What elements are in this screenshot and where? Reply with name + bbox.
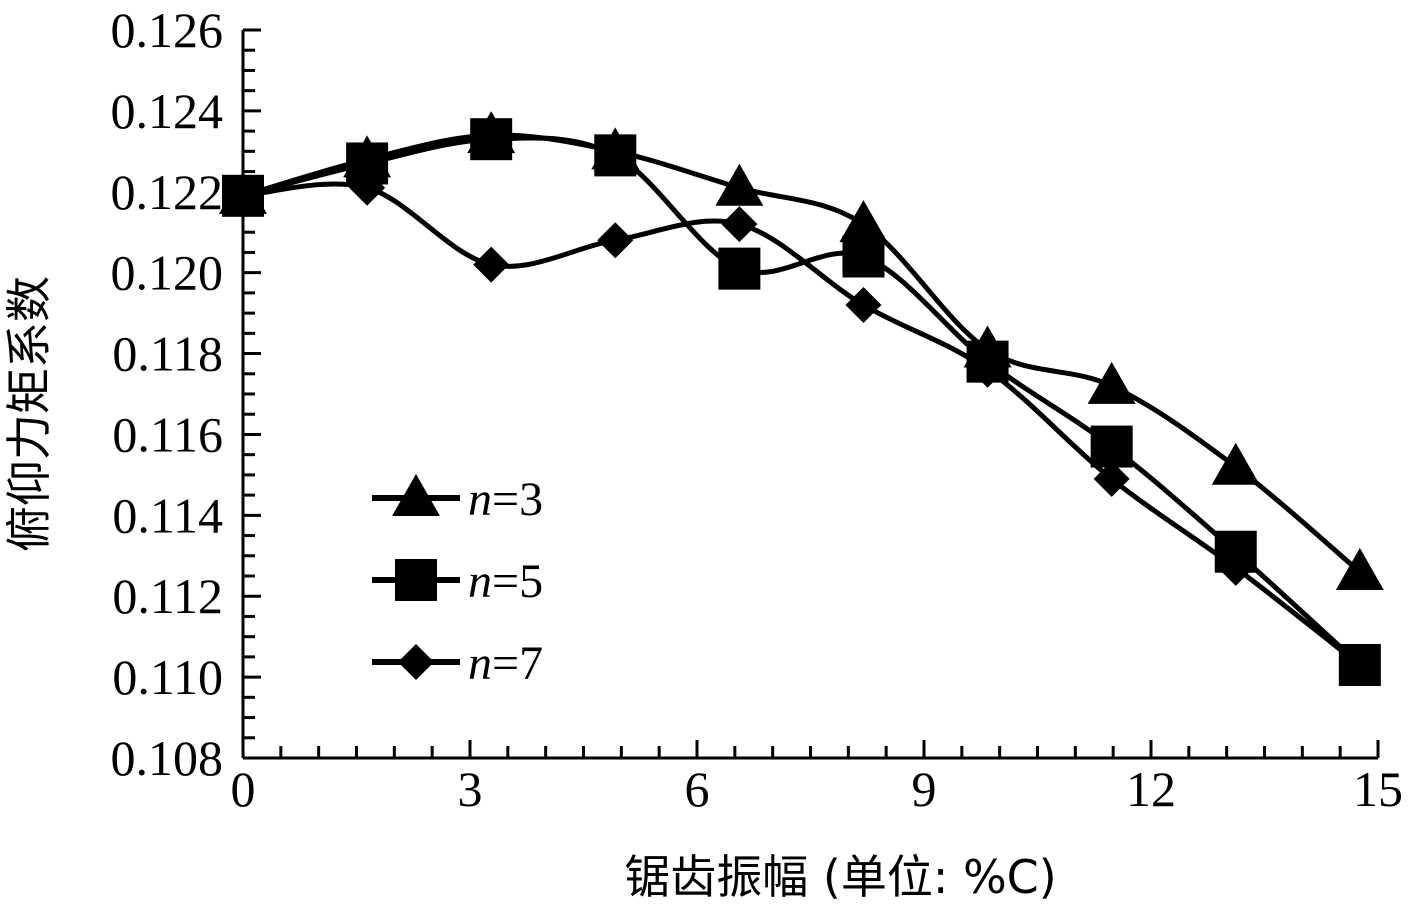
data-point-diamond [473, 246, 510, 283]
data-point-square [1090, 425, 1133, 468]
data-point-diamond [597, 222, 634, 259]
x-tick-label: 12 [1126, 761, 1176, 817]
data-point-triangle [715, 163, 764, 206]
data-point-square [594, 134, 637, 177]
series-line [242, 132, 1362, 574]
series-line [242, 181, 1362, 667]
data-point-diamond [969, 351, 1006, 388]
y-tick-label: 0.120 [111, 245, 224, 301]
y-tick-label: 0.118 [112, 326, 223, 382]
y-axis-title: 俯仰力矩系数 [2, 276, 56, 552]
y-tick-label: 0.124 [111, 83, 224, 139]
data-point-triangle [839, 200, 888, 243]
legend-marker-triangle [392, 474, 440, 516]
legend: n=3 n=5 n=7 [372, 473, 543, 690]
y-tick-label: 0.110 [112, 649, 223, 705]
y-tick-label: 0.112 [112, 568, 223, 624]
data-point-square [842, 235, 885, 278]
data-point-diamond [845, 287, 882, 324]
legend-marker-diamond [398, 644, 434, 680]
x-tick-label: 3 [458, 761, 483, 817]
data-point-diamond [1093, 460, 1130, 497]
x-tick-label: 15 [1353, 761, 1403, 817]
data-point-triangle [1087, 361, 1136, 404]
data-point-diamond [1341, 646, 1378, 683]
x-tick-label: 6 [685, 761, 710, 817]
x-axis-title: 锯齿振幅 (单位: %C) [624, 850, 1056, 904]
y-tick-label: 0.114 [112, 487, 223, 543]
legend-label: n=7 [468, 637, 543, 690]
legend-label: n=5 [468, 555, 543, 608]
data-point-diamond [349, 169, 386, 206]
data-point-diamond [1217, 549, 1254, 586]
series-line [242, 135, 1362, 667]
plot-area [219, 111, 1384, 686]
y-tick-label: 0.126 [111, 2, 224, 58]
legend-marker-square [395, 559, 437, 601]
x-tick-label: 9 [912, 761, 937, 817]
y-tick-label: 0.108 [111, 730, 224, 786]
ticks: 0 3 6 9 12 15 0.108 0.110 0.112 0.114 0.116 0.118 0.… [111, 2, 1404, 817]
y-tick-label: 0.122 [111, 164, 224, 220]
legend-label: n=3 [468, 473, 543, 526]
data-point-triangle [1335, 547, 1384, 590]
x-tick-label: 0 [231, 761, 256, 817]
data-point-triangle [1211, 442, 1260, 485]
y-tick-label: 0.116 [112, 406, 223, 462]
data-point-square [718, 247, 761, 290]
data-point-square [470, 118, 513, 161]
data-point-diamond [721, 206, 758, 243]
